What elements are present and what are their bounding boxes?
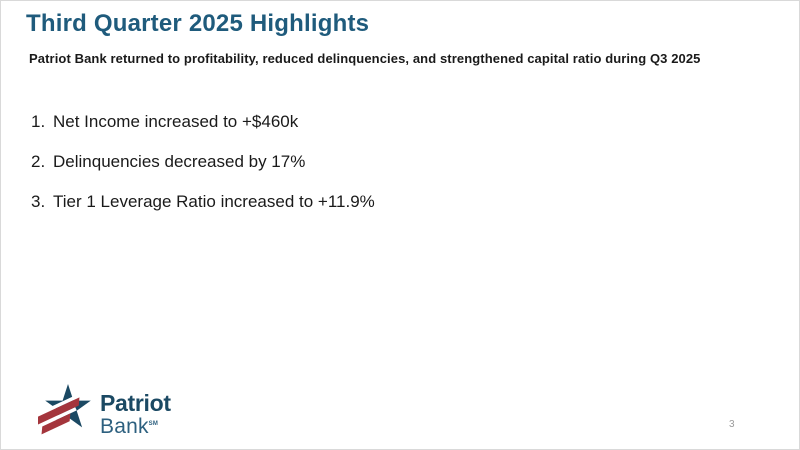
list-item: 3. Tier 1 Leverage Ratio increased to +1… — [31, 193, 375, 211]
list-item: 2. Delinquencies decreased by 17% — [31, 153, 375, 171]
list-item: 1. Net Income increased to +$460k — [31, 113, 375, 131]
subtitle: Patriot Bank returned to profitability, … — [29, 51, 701, 66]
list-item-number: 1. — [31, 112, 46, 131]
list-item-text: Net Income increased to +$460k — [53, 112, 299, 131]
list-item-number: 3. — [31, 192, 46, 211]
logo-text-patriot: Patriot — [100, 390, 171, 416]
list-item-text: Tier 1 Leverage Ratio increased to +11.9… — [53, 192, 375, 211]
logo-wordmark: Patriot BankSM — [100, 390, 171, 438]
page-number: 3 — [729, 419, 735, 430]
logo-text-bank: BankSM — [100, 416, 171, 437]
logo-trademark: SM — [148, 421, 159, 427]
highlights-list: 1. Net Income increased to +$460k 2. Del… — [31, 113, 375, 233]
patriot-bank-logo: Patriot BankSM — [38, 382, 171, 438]
list-item-text: Delinquencies decreased by 17% — [53, 152, 306, 171]
list-item-number: 2. — [31, 152, 46, 171]
logo-text-bank-word: Bank — [100, 415, 149, 438]
patriot-star-icon — [38, 384, 91, 435]
page-title: Third Quarter 2025 Highlights — [26, 10, 370, 37]
